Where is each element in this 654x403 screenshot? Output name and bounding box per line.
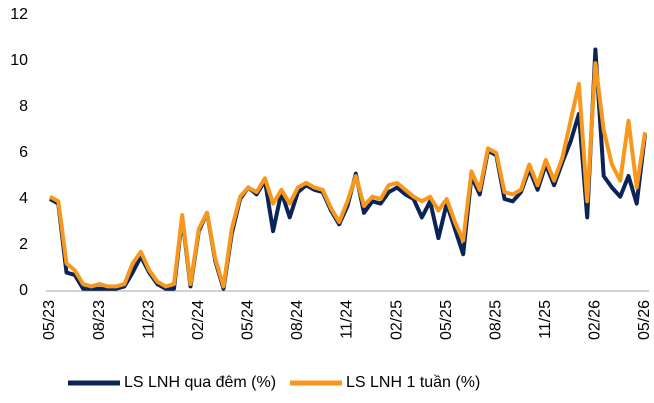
series-line (49, 61, 647, 289)
x-tick-label: 05/25 (438, 300, 455, 340)
x-tick-label: 11/24 (339, 300, 356, 339)
y-tick-label: 6 (19, 144, 28, 161)
x-tick-label: 11/25 (537, 300, 554, 339)
x-tick-label: 11/23 (140, 300, 157, 339)
x-tick-label: 02/26 (587, 300, 604, 340)
legend-label: LS LNH qua đêm (%) (124, 374, 276, 391)
legend-label: LS LNH 1 tuần (%) (346, 374, 480, 391)
y-tick-label: 10 (10, 52, 28, 69)
x-tick-label: 05/24 (240, 300, 257, 340)
y-tick-label: 0 (19, 282, 28, 299)
y-tick-label: 8 (19, 98, 28, 115)
x-tick-label: 02/24 (190, 300, 207, 340)
x-tick-label: 08/25 (487, 300, 504, 340)
y-tick-label: 2 (19, 236, 28, 253)
x-tick-label: 08/23 (91, 300, 108, 340)
y-tick-label: 12 (10, 6, 28, 23)
x-tick-label: 05/23 (41, 300, 58, 340)
x-tick-label: 08/24 (289, 300, 306, 340)
x-tick-label: 02/25 (388, 300, 405, 340)
y-tick-label: 4 (19, 190, 28, 207)
x-tick-label: 05/26 (636, 300, 653, 340)
